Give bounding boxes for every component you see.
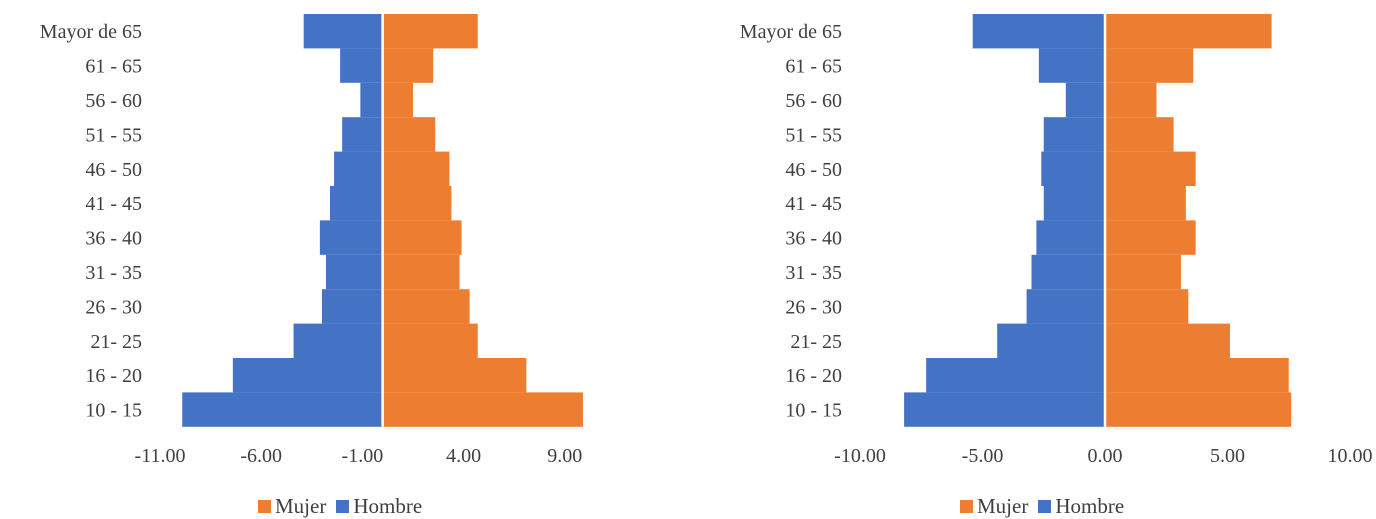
x-tick-label: -5.00 — [962, 445, 1004, 467]
bar-hombre-4 — [334, 151, 383, 186]
x-tick-label: 5.00 — [1210, 445, 1245, 467]
bar-hombre-7 — [1031, 254, 1105, 290]
legend-right: Mujer Hombre — [960, 494, 1134, 519]
category-label: 36 - 40 — [785, 228, 842, 250]
category-label: 26 - 30 — [85, 296, 142, 318]
bar-mujer-0 — [1105, 14, 1272, 49]
legend-label-mujer: Mujer — [977, 494, 1029, 518]
category-label: 41 - 45 — [85, 193, 142, 215]
bar-hombre-9 — [997, 323, 1105, 358]
legend-swatch-hombre — [336, 500, 350, 513]
category-label: 56 - 60 — [85, 90, 142, 112]
category-label: 10 - 15 — [785, 400, 842, 422]
legend-swatch-mujer — [258, 500, 271, 513]
bar-mujer-2 — [382, 82, 413, 118]
bar-mujer-6 — [382, 220, 462, 255]
bar-mujer-9 — [1105, 323, 1230, 358]
bar-mujer-2 — [1105, 82, 1157, 118]
pyramid-chart-left: Mayor de 65 61 - 65 56 - 60 51 - 55 46 - 50 4… — [40, 14, 583, 467]
bar-mujer-1 — [1105, 48, 1194, 83]
x-tick-label: 0.00 — [1088, 445, 1123, 467]
bar-mujer-7 — [1105, 254, 1181, 290]
legend-swatch-hombre — [1038, 500, 1052, 513]
bar-hombre-10 — [926, 358, 1105, 393]
bar-hombre-5 — [330, 186, 383, 221]
category-label: 36 - 40 — [85, 228, 142, 250]
x-tick-label: -6.00 — [240, 445, 282, 467]
category-label: 26 - 30 — [785, 296, 842, 318]
bar-hombre-11 — [182, 392, 383, 427]
bar-hombre-0 — [303, 14, 383, 49]
category-label: 56 - 60 — [785, 90, 842, 112]
bar-hombre-10 — [232, 358, 383, 393]
bar-hombre-4 — [1041, 151, 1105, 186]
bar-hombre-2 — [1065, 82, 1105, 118]
legend-label-hombre: Hombre — [353, 494, 423, 518]
legend-item-mujer: Mujer — [258, 494, 326, 519]
category-label: 10 - 15 — [85, 400, 142, 422]
bar-hombre-6 — [319, 220, 383, 255]
x-tick-label: 9.00 — [547, 445, 582, 467]
bar-mujer-8 — [1105, 289, 1189, 324]
bar-mujer-9 — [382, 323, 478, 358]
x-tick-label: -10.00 — [834, 445, 886, 467]
bar-hombre-1 — [1038, 48, 1105, 83]
category-label: 46 - 50 — [785, 159, 842, 181]
legend-label-hombre: Hombre — [1055, 494, 1125, 518]
category-label: 51 - 55 — [85, 124, 142, 146]
bar-mujer-1 — [382, 48, 434, 83]
bar-hombre-1 — [340, 48, 383, 83]
bar-mujer-11 — [382, 392, 583, 427]
bar-mujer-3 — [382, 117, 436, 152]
bar-hombre-7 — [325, 254, 383, 290]
category-label: 31 - 35 — [85, 262, 142, 284]
pyramid-chart-right: Mayor de 65 61 - 65 56 - 60 51 - 55 46 - 50 4… — [740, 14, 1373, 467]
category-label: 46 - 50 — [85, 159, 142, 181]
bar-mujer-11 — [1105, 392, 1292, 427]
bar-hombre-2 — [360, 82, 383, 118]
bar-mujer-0 — [382, 14, 478, 49]
legend-item-mujer: Mujer — [960, 494, 1028, 519]
x-tick-label: -1.00 — [342, 445, 384, 467]
category-label: 41 - 45 — [785, 193, 842, 215]
category-label: 51 - 55 — [785, 124, 842, 146]
legend-label-mujer: Mujer — [275, 494, 327, 518]
category-label: Mayor de 65 — [40, 21, 142, 43]
legend-swatch-mujer — [960, 500, 973, 513]
bar-hombre-3 — [1043, 117, 1105, 152]
bar-mujer-3 — [1105, 117, 1174, 152]
x-tick-label: -11.00 — [135, 445, 186, 467]
legend-item-hombre: Hombre — [1038, 494, 1124, 519]
category-label: 16 - 20 — [785, 365, 842, 387]
bar-mujer-4 — [382, 151, 450, 186]
category-label: 61 - 65 — [85, 56, 142, 78]
category-label: 61 - 65 — [785, 56, 842, 78]
x-tick-label: 10.00 — [1328, 445, 1373, 467]
bar-hombre-0 — [972, 14, 1105, 49]
bar-hombre-9 — [293, 323, 383, 358]
category-label: 21- 25 — [790, 331, 842, 353]
bar-mujer-8 — [382, 289, 470, 324]
category-label: Mayor de 65 — [740, 21, 842, 43]
bar-hombre-11 — [904, 392, 1105, 427]
bar-hombre-3 — [342, 117, 383, 152]
bar-hombre-5 — [1043, 186, 1105, 221]
bar-mujer-6 — [1105, 220, 1196, 255]
category-label: 21- 25 — [90, 331, 142, 353]
bar-mujer-10 — [382, 358, 527, 393]
x-tick-label: 4.00 — [446, 445, 481, 467]
bar-mujer-4 — [1105, 151, 1196, 186]
bar-mujer-7 — [382, 254, 460, 290]
legend-item-hombre: Hombre — [336, 494, 422, 519]
bar-hombre-8 — [1026, 289, 1105, 324]
bar-mujer-5 — [1105, 186, 1186, 221]
bar-hombre-8 — [321, 289, 383, 324]
bar-mujer-10 — [1105, 358, 1289, 393]
bar-hombre-6 — [1036, 220, 1105, 255]
legend-left: Mujer Hombre — [258, 494, 432, 519]
category-label: 16 - 20 — [85, 365, 142, 387]
category-label: 31 - 35 — [785, 262, 842, 284]
bar-mujer-5 — [382, 186, 452, 221]
